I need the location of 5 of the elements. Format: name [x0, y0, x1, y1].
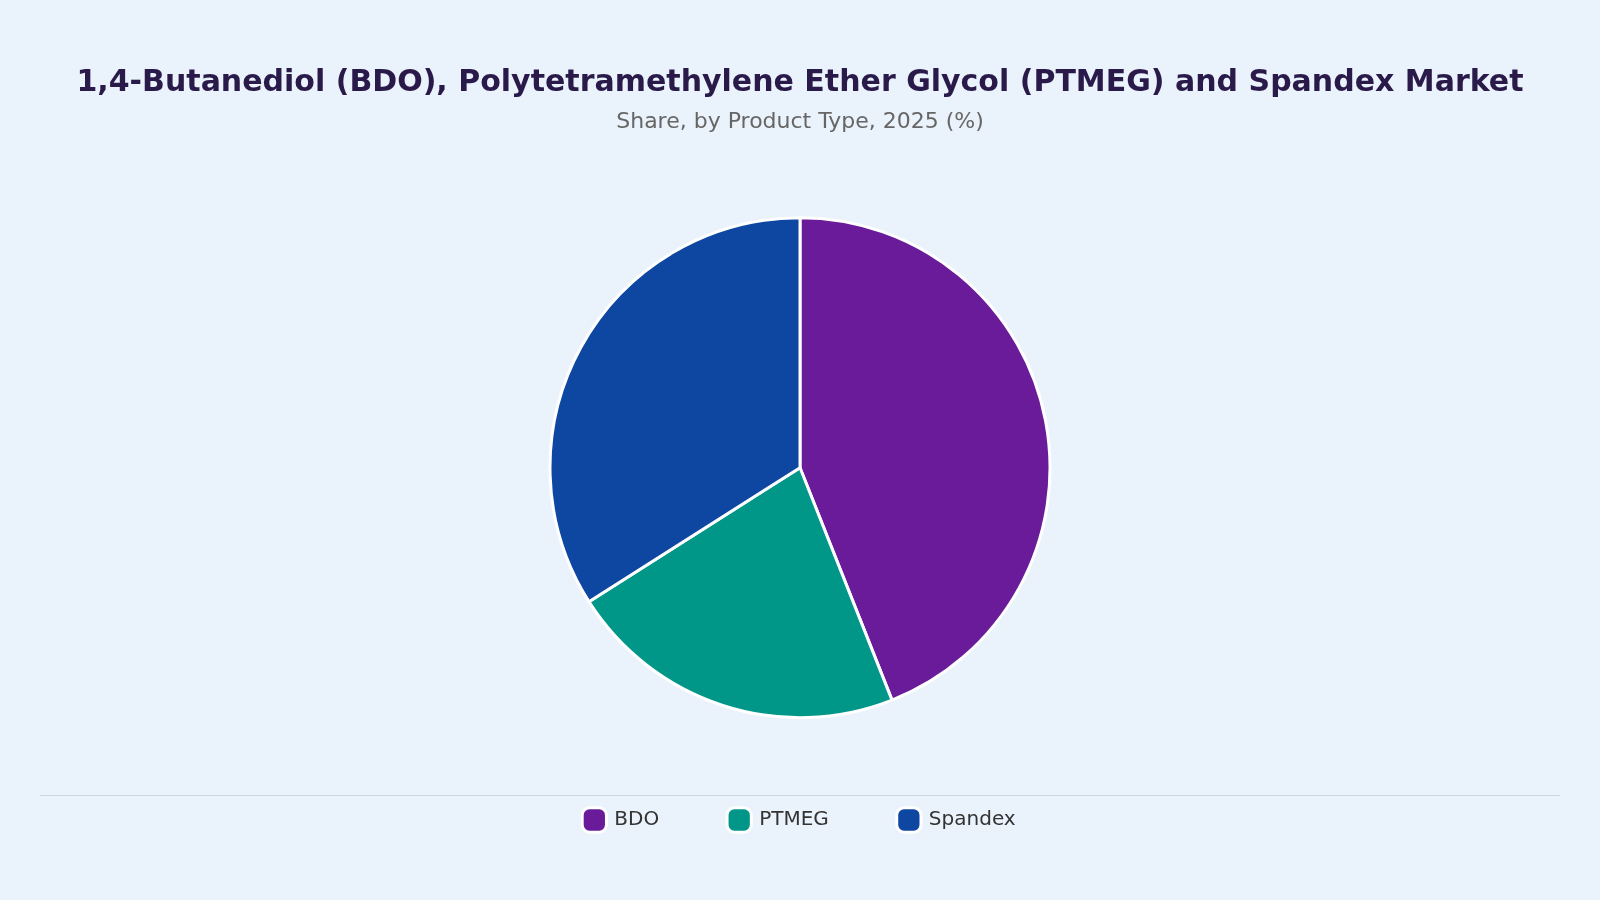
legend-label: PTMEG	[759, 806, 829, 831]
legend-label: Spandex	[928, 806, 1016, 831]
chart-subtitle: Share, by Product Type, 2025 (%)	[616, 107, 984, 133]
legend-label: BDO	[614, 806, 660, 831]
chart-title: 1,4-Butanediol (BDO), Polytetramethylene Ether Glycol (PTMEG) and Spandex Market	[76, 62, 1524, 98]
